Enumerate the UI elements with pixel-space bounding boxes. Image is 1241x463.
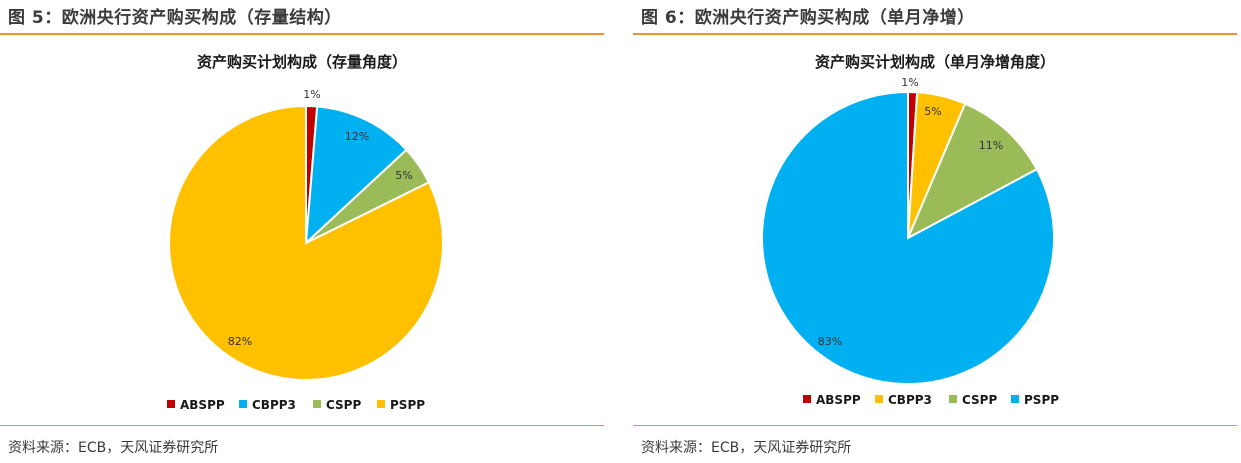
source-divider [633,425,1237,426]
legend-swatch-pspp [1011,395,1019,403]
pie-slice-pspp [761,90,1055,385]
pie-chart-stock: 资产购买计划构成（存量角度） 1% 12% 5% 82% ABSPP CBPP3 CSPP PS… [167,53,444,412]
figure-title: 图 5：欧洲央行资产购买构成（存量结构） [8,8,342,28]
legend-label-cbpp3: CBPP3 [252,398,296,412]
data-label-cspp: 11% [979,139,1003,152]
chart-title: 资产购买计划构成（单月净增角度） [815,53,1055,71]
data-label-pspp: 82% [228,335,252,348]
chart-title: 资产购买计划构成（存量角度） [197,53,407,71]
legend-label-cbpp3: CBPP3 [888,393,932,407]
pie-slice-cspp [905,102,1039,241]
pie-slice-pspp [168,104,444,381]
legend-label-pspp: PSPP [1024,393,1059,407]
legend-swatch-cspp [949,395,957,403]
legend-swatch-abspp [167,400,175,408]
legend-label-abspp: ABSPP [816,393,861,407]
source-note: 资料来源：ECB，天风证券研究所 [8,440,219,456]
legend-swatch-abspp [803,395,811,403]
legend-label-cspp: CSPP [962,393,997,407]
legend-swatch-cspp [313,400,321,408]
legend-label-pspp: PSPP [390,398,425,412]
legend-swatch-cbpp3 [875,395,883,403]
source-note: 资料来源：ECB，天风证券研究所 [641,440,852,456]
figure-title: 图 6：欧洲央行资产购买构成（单月净增） [641,8,975,28]
data-label-pspp: 83% [818,335,842,348]
title-divider [633,33,1237,35]
figure-5-panel: 图 5：欧洲央行资产购买构成（存量结构） 资产购买计划构成（存量角度） 1% 12%… [0,0,604,463]
legend-label-abspp: ABSPP [180,398,225,412]
title-divider [0,33,604,35]
data-label-cbpp3: 12% [345,130,369,143]
figure-6-panel: 图 6：欧洲央行资产购买构成（单月净增） 资产购买计划构成（单月净增角度） 1% 5… [633,0,1237,463]
legend-swatch-cbpp3 [239,400,247,408]
data-label-abspp: 1% [901,76,918,89]
pie-chart-monthly: 资产购买计划构成（单月净增角度） 1% 5% 11% 83% ABSPP CBPP3 CSPP… [761,53,1059,407]
data-label-cbpp3: 5% [924,105,941,118]
data-label-cspp: 5% [395,169,412,182]
legend-swatch-pspp [377,400,385,408]
legend-label-cspp: CSPP [326,398,361,412]
data-label-abspp: 1% [303,88,320,101]
pie-slice-cbpp3 [304,105,408,246]
source-divider [0,425,604,426]
